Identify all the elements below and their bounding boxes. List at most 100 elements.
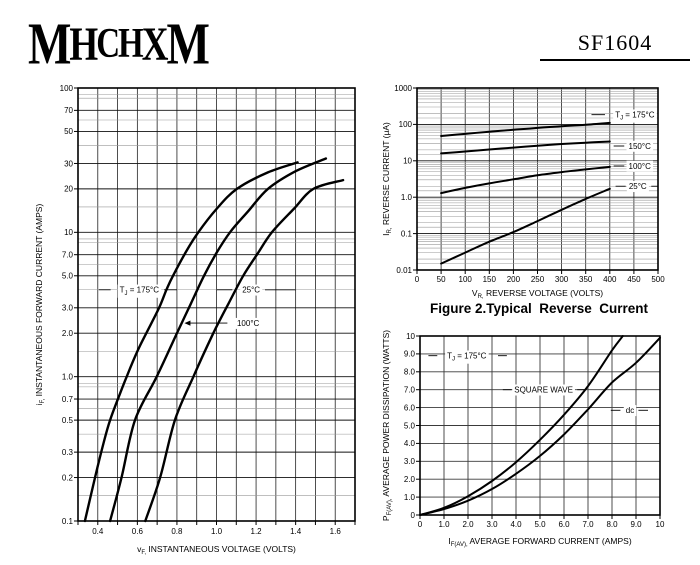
x-tick-label: 6.0 [558,520,570,529]
y-tick-label: 10 [403,157,412,166]
curve [108,157,328,523]
x-tick-label: 50 [437,275,446,284]
y-tick-label: 3.0 [62,304,74,313]
curve [440,140,611,155]
y-tick-label: 7.0 [62,250,74,259]
y-axis-label: PF(AV), AVERAGE POWER DISSIPATION (WATTS… [381,330,393,521]
x-axis-label: vF, INSTANTANEOUS VOLTAGE (VOLTS) [137,544,296,556]
y-tick-label: 2.0 [62,329,74,338]
curve-label: TJ = 175°C [447,351,487,362]
y-tick-label: 6.0 [404,403,416,412]
x-tick-label: 500 [651,275,665,284]
y-tick-label: 2.0 [404,475,416,484]
x-tick-label: 400 [603,275,617,284]
reverse-current-chart: TJ = 175°C 150°C 100°C 25°C 0 50 100 150 200 250 3… [381,84,665,300]
curve [144,178,345,523]
x-tick-label: 1.4 [290,527,302,536]
y-tick-label: 1.0 [404,493,416,502]
x-tick-label: 350 [579,275,593,284]
x-tick-label: 450 [627,275,641,284]
x-tick-label: 100 [459,275,473,284]
y-tick-label: 100 [60,84,74,93]
x-tick-label: 200 [507,275,521,284]
x-tick-label: 250 [531,275,545,284]
x-tick-label: 0 [418,520,423,529]
y-tick-label: 4.0 [404,439,416,448]
curve-label: 25°C [242,286,260,295]
y-tick-label: 1000 [394,84,412,93]
logo-letter: H [118,20,144,67]
part-number: SF1604 [540,30,690,61]
y-tick-label: 0.7 [62,395,74,404]
x-tick-label: 300 [555,275,569,284]
logo-letter: H [69,18,98,71]
x-tick-label: 3.0 [486,520,498,529]
curve [419,335,624,516]
y-tick-label: 8.0 [404,368,416,377]
curve [440,121,611,137]
curve-label: 25°C [629,182,647,191]
y-tick-label: 0.1 [62,517,74,526]
power-dissipation-chart: TJ = 175°C SQUARE WAVE dc 0 1.0 2.0 3.0 4.0 5.0 6… [381,330,665,548]
x-tick-label: 0.6 [132,527,144,536]
y-tick-label: 9.0 [404,350,416,359]
y-tick-label: 7.0 [404,386,416,395]
curve [440,165,611,195]
y-tick-label: 0 [411,511,416,520]
x-tick-label: 0.8 [171,527,183,536]
curve-label: 100°C [237,319,260,328]
x-tick-label: 10 [656,520,665,529]
x-tick-label: 0 [415,275,420,284]
logo-letter: M [28,11,71,77]
y-tick-label: 10 [64,228,73,237]
x-tick-label: 1.0 [438,520,450,529]
y-tick-label: 10 [406,332,415,341]
x-tick-label: 8.0 [606,520,618,529]
forward-current-chart: TJ = 175°C 25°C 100°C 0.4 0.6 0.8 1.0 1.2 1.4 1.6… [34,84,356,556]
curve-label: SQUARE WAVE [514,386,573,395]
y-tick-label: 3.0 [404,457,416,466]
x-tick-label: 2.0 [462,520,474,529]
logo-letter: X [141,18,169,71]
curve-label: 150°C [629,142,652,151]
y-tick-label: 30 [64,159,73,168]
figure2-caption: Figure 2.Typical Reverse Current [429,301,649,316]
y-tick-label: 0.01 [396,266,412,275]
x-tick-label: 9.0 [630,520,642,529]
x-axis-label: IF(AV), AVERAGE FORWARD CURRENT (AMPS) [448,536,631,548]
y-tick-label: 0.1 [401,229,413,238]
x-tick-label: 4.0 [510,520,522,529]
y-tick-label: 70 [64,106,73,115]
y-tick-label: 100 [399,120,413,129]
curve-label: dc [626,406,634,415]
curve [83,161,299,523]
x-tick-label: 1.6 [330,527,342,536]
x-tick-label: 7.0 [582,520,594,529]
x-tick-label: 1.0 [211,527,223,536]
x-tick-label: 150 [483,275,497,284]
y-tick-label: 50 [64,127,73,136]
x-tick-label: 0.4 [92,527,104,536]
y-tick-label: 5.0 [62,272,74,281]
y-tick-label: 5.0 [404,421,416,430]
x-tick-label: 1.2 [251,527,263,536]
x-tick-label: 5.0 [534,520,546,529]
y-axis-label: iF, INSTANTANEOUS FORWARD CURRENT (AMPS) [34,204,46,406]
curve-label: TJ = 175°C [615,110,655,121]
y-tick-label: 20 [64,185,73,194]
y-axis-label: IR, REVERSE CURRENT (μA) [381,122,393,236]
curve [440,187,611,265]
curve-label: 100°C [629,162,652,171]
y-tick-label: 1.0 [401,193,413,202]
x-axis-label: VR, REVERSE VOLTAGE (VOLTS) [472,288,603,300]
y-tick-label: 0.2 [62,473,74,482]
logo-letter: C [96,20,120,67]
y-tick-label: 0.5 [62,416,74,425]
curve [419,336,661,516]
y-tick-label: 1.0 [62,372,74,381]
logo-letter: M [166,11,209,77]
y-tick-label: 0.3 [62,448,74,457]
curve-label: TJ = 175°C [120,286,160,297]
